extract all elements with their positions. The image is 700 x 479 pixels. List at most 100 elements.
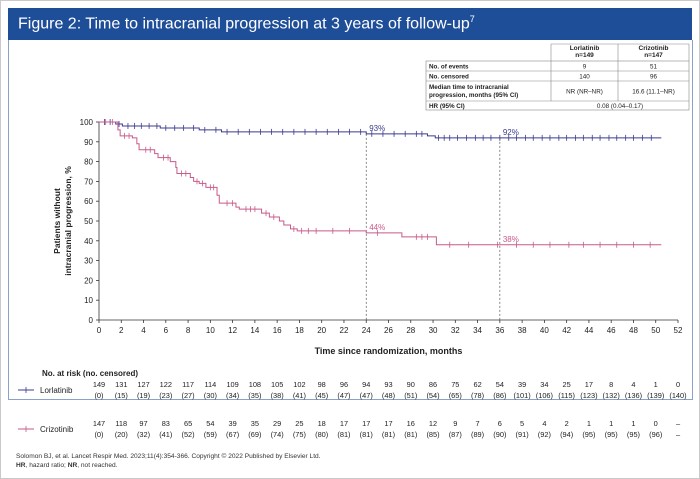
risk-at-risk-value: 17: [340, 419, 348, 428]
x-tick-label: 8: [186, 326, 191, 335]
risk-censored-value: (0): [94, 391, 103, 400]
y-axis-label-line2: intracranial progression, %: [63, 166, 73, 276]
survival-annotation: 44%: [369, 223, 385, 232]
x-tick-label: 50: [651, 326, 660, 335]
risk-at-risk-value: 12: [429, 419, 437, 428]
summary-value-lorlatinib: NR (NR–NR): [566, 89, 603, 96]
risk-at-risk-value: 86: [429, 380, 437, 389]
x-tick-label: 24: [362, 326, 371, 335]
x-tick-label: 46: [607, 326, 616, 335]
x-tick-label: 4: [141, 326, 146, 335]
risk-censored-value: (81): [404, 430, 417, 439]
risk-censored-value: (92): [538, 430, 551, 439]
footer: Solomon BJ, et al. Lancet Respir Med. 20…: [16, 452, 321, 470]
risk-at-risk-value: 1: [609, 419, 613, 428]
risk-at-risk-value: 109: [226, 380, 238, 389]
risk-censored-value: (89): [471, 430, 484, 439]
risk-censored-value: (139): [647, 391, 664, 400]
risk-at-risk-value: 4: [542, 419, 546, 428]
risk-at-risk-value: 6: [498, 419, 502, 428]
x-tick-label: 28: [406, 326, 415, 335]
risk-censored-value: (136): [625, 391, 642, 400]
risk-censored-value: (47): [360, 391, 373, 400]
risk-censored-value: (27): [181, 391, 194, 400]
summary-value-lorlatinib: 140: [579, 74, 590, 81]
risk-at-risk-value: 96: [340, 380, 348, 389]
risk-censored-value: (52): [181, 430, 194, 439]
summary-row-label: No. censored: [429, 74, 469, 81]
y-tick-label: 70: [84, 177, 93, 186]
risk-at-risk-value: 127: [137, 380, 149, 389]
summary-value-lorlatinib: 9: [583, 64, 587, 71]
risk-censored-value: (106): [536, 391, 553, 400]
risk-censored-value: –: [676, 430, 681, 439]
risk-at-risk-value: 8: [609, 380, 613, 389]
risk-at-risk-value: 7: [476, 419, 480, 428]
risk-at-risk-value: 5: [520, 419, 524, 428]
risk-at-risk-value: 1: [654, 380, 658, 389]
summary-value-crizotinib: 16.6 (11.1–NR): [632, 89, 675, 96]
risk-at-risk-value: 54: [496, 380, 504, 389]
risk-at-risk-value: 98: [318, 380, 326, 389]
y-axis-label-line1: Patients without: [52, 188, 62, 254]
risk-censored-value: (23): [159, 391, 172, 400]
survival-annotation: 38%: [503, 235, 519, 244]
abbreviations: HR, hazard ratio; NR, not reached.: [16, 462, 118, 469]
risk-at-risk-value: 34: [540, 380, 548, 389]
risk-at-risk-value: 4: [631, 380, 635, 389]
risk-at-risk-value: 90: [407, 380, 415, 389]
x-tick-label: 14: [250, 326, 259, 335]
crizotinib-curve: [99, 121, 662, 246]
risk-at-risk-value: 94: [362, 380, 370, 389]
risk-at-risk-value: 16: [407, 419, 415, 428]
x-tick-label: 0: [97, 326, 102, 335]
summary-table-border: [425, 60, 690, 111]
y-tick-label: 20: [84, 276, 93, 285]
risk-censored-value: (132): [603, 391, 620, 400]
summary-row-label: No. of events: [429, 64, 469, 71]
risk-at-risk-value: 18: [318, 419, 326, 428]
x-tick-label: 52: [674, 326, 683, 335]
risk-at-risk-value: 147: [93, 419, 105, 428]
risk-at-risk-value: 65: [184, 419, 192, 428]
risk-censored-value: (65): [449, 391, 462, 400]
risk-censored-value: (34): [226, 391, 239, 400]
risk-censored-value: (81): [337, 430, 350, 439]
risk-at-risk-value: 93: [384, 380, 392, 389]
summary-header-lorlatinib: Lorlatinib: [570, 45, 600, 52]
risk-at-risk-value: 118: [115, 419, 127, 428]
summary-header-crizotinib-n: n=147: [644, 52, 663, 59]
risk-censored-value: (0): [94, 430, 103, 439]
risk-at-risk-value: 105: [271, 380, 283, 389]
risk-censored-value: (32): [137, 430, 150, 439]
risk-at-risk-value: 9: [453, 419, 457, 428]
summary-row-label: progression, months (95% CI): [429, 92, 518, 99]
risk-censored-value: (19): [137, 391, 150, 400]
risk-censored-value: (94): [560, 430, 573, 439]
risk-censored-value: (59): [204, 430, 217, 439]
risk-at-risk-value: 131: [115, 380, 127, 389]
x-tick-label: 36: [495, 326, 504, 335]
citation: Solomon BJ, et al. Lancet Respir Med. 20…: [16, 453, 321, 460]
x-tick-label: 16: [273, 326, 282, 335]
risk-censored-value: (81): [382, 430, 395, 439]
risk-censored-value: (41): [159, 430, 172, 439]
risk-censored-value: (95): [605, 430, 618, 439]
y-tick-label: 60: [84, 197, 93, 206]
x-tick-label: 10: [206, 326, 215, 335]
risk-censored-value: (35): [248, 391, 261, 400]
risk-censored-value: (115): [558, 391, 575, 400]
risk-censored-value: (54): [426, 391, 439, 400]
lorlatinib-legend-label: Lorlatinib: [40, 386, 73, 395]
risk-censored-value: (30): [204, 391, 217, 400]
risk-at-risk-value: 1: [587, 419, 591, 428]
risk-table-title: No. at risk (no. censored): [42, 369, 139, 378]
risk-censored-value: (67): [226, 430, 239, 439]
x-axis-label: Time since randomization, months: [315, 346, 463, 356]
risk-at-risk-value: 0: [654, 419, 658, 428]
risk-at-risk-value: 102: [293, 380, 305, 389]
risk-censored-value: (45): [315, 391, 328, 400]
survival-annotation: 92%: [503, 128, 519, 137]
risk-at-risk-value: 39: [518, 380, 526, 389]
risk-censored-value: (38): [271, 391, 284, 400]
